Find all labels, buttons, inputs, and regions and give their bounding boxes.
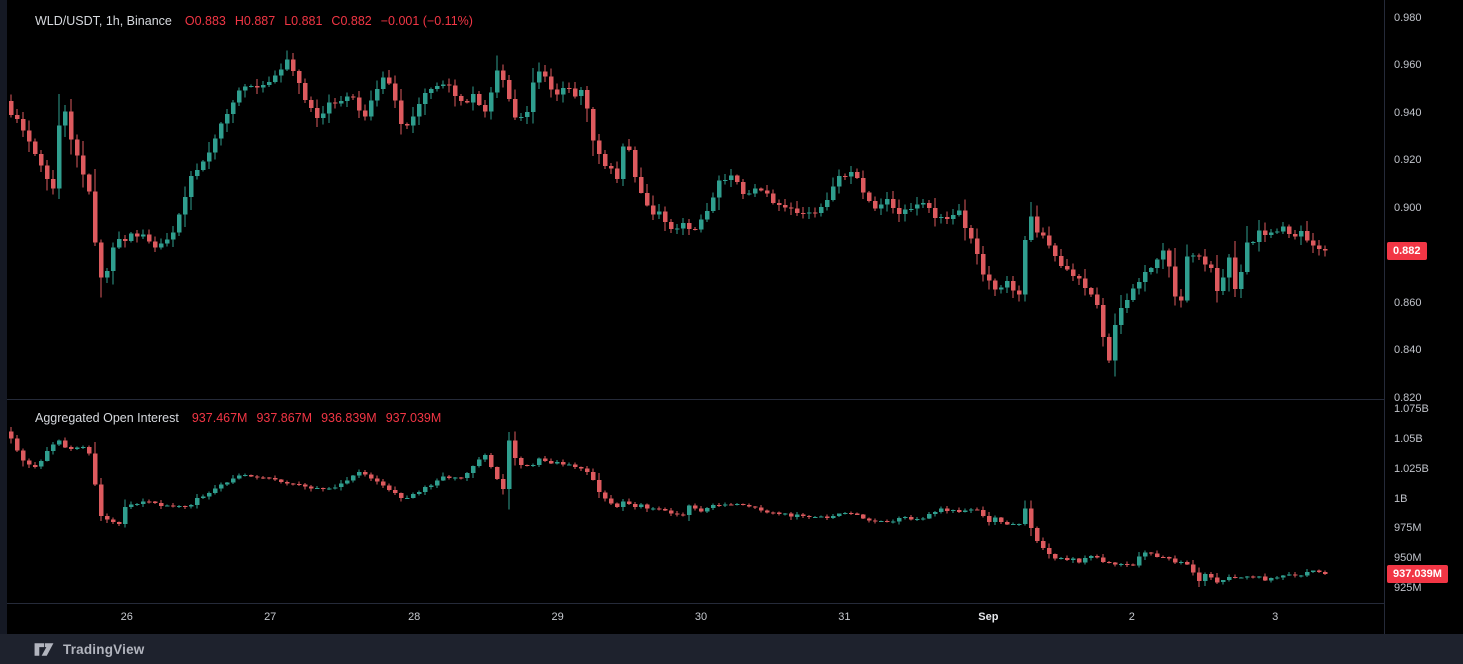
price-tick-label: 950M bbox=[1394, 551, 1422, 564]
price-tick-label: 0.860 bbox=[1394, 296, 1422, 309]
time-tick-label: 3 bbox=[1272, 611, 1279, 623]
left-edge-strip bbox=[0, 0, 7, 634]
ohlc-high-value: H0.887 bbox=[234, 14, 276, 28]
symbol-title[interactable]: WLD/USDT, 1h, Binance bbox=[35, 14, 172, 28]
time-tick-label: 29 bbox=[551, 611, 564, 623]
tradingview-brand-text[interactable]: TradingView bbox=[63, 641, 145, 657]
oi-indicator-title[interactable]: Aggregated Open Interest bbox=[35, 411, 179, 425]
price-tick-label: 975M bbox=[1394, 522, 1422, 535]
ohlc-open-value: O0.883 bbox=[184, 14, 226, 28]
price-scale[interactable]: 0.9800.9600.9400.9200.9000.8800.8600.840… bbox=[1384, 0, 1463, 634]
price-tick-label: 0.840 bbox=[1394, 344, 1422, 356]
pane-divider[interactable] bbox=[0, 399, 1384, 400]
price-tick-label: 1.025B bbox=[1394, 462, 1429, 475]
time-tick-label: 27 bbox=[264, 611, 277, 623]
time-tick-label: 30 bbox=[694, 611, 708, 623]
time-axis-divider bbox=[0, 603, 1384, 604]
price-tick-label: 1.075B bbox=[1394, 403, 1429, 416]
oi-legend: Aggregated Open Interest 937.467M 937.867M… bbox=[35, 411, 450, 425]
tradingview-logo-icon[interactable] bbox=[33, 640, 55, 659]
price-tick-label: 925M bbox=[1394, 581, 1422, 594]
price-tick-label: 1B bbox=[1394, 492, 1408, 505]
main-legend: WLD/USDT, 1h, Binance O0.883 H0.887 L0.881 C… bbox=[35, 14, 482, 28]
time-tick-label: 26 bbox=[120, 611, 133, 623]
last-oi-badge: 937.039M bbox=[1387, 564, 1448, 583]
time-tick-label: 31 bbox=[838, 611, 851, 623]
price-change-value: −0.001 (−0.11%) bbox=[380, 14, 473, 28]
candlestick-chart-oi[interactable] bbox=[0, 400, 1384, 603]
open-interest-pane[interactable] bbox=[0, 400, 1384, 603]
price-tick-label: 1.05B bbox=[1394, 433, 1423, 446]
price-tick-label: 0.920 bbox=[1394, 154, 1422, 166]
time-tick-label: 28 bbox=[408, 611, 421, 623]
bottom-toolbar: TradingView bbox=[0, 634, 1463, 664]
last-price-badge: 0.882 bbox=[1387, 241, 1427, 260]
oi-open-value: 937.467M bbox=[191, 411, 248, 425]
price-tick-label: 0.980 bbox=[1394, 11, 1422, 24]
oi-high-value: 937.867M bbox=[256, 411, 313, 425]
price-tick-label: 0.940 bbox=[1394, 106, 1422, 119]
oi-close-value: 937.039M bbox=[385, 411, 442, 425]
price-tick-label: 0.820 bbox=[1394, 391, 1422, 404]
ohlc-low-value: L0.881 bbox=[284, 14, 323, 28]
oi-low-value: 936.839M bbox=[321, 411, 377, 425]
time-tick-label: Sep bbox=[978, 611, 999, 623]
time-tick-label: 2 bbox=[1128, 611, 1135, 623]
price-tick-label: 0.960 bbox=[1394, 59, 1422, 71]
price-tick-label: 0.900 bbox=[1394, 201, 1422, 214]
time-scale[interactable]: 26 27 28 29 30 31 Sep 2 3 bbox=[0, 604, 1384, 634]
main-price-pane[interactable] bbox=[0, 0, 1384, 399]
ohlc-close-value: C0.882 bbox=[331, 14, 372, 28]
candlestick-chart-main[interactable] bbox=[0, 0, 1384, 399]
